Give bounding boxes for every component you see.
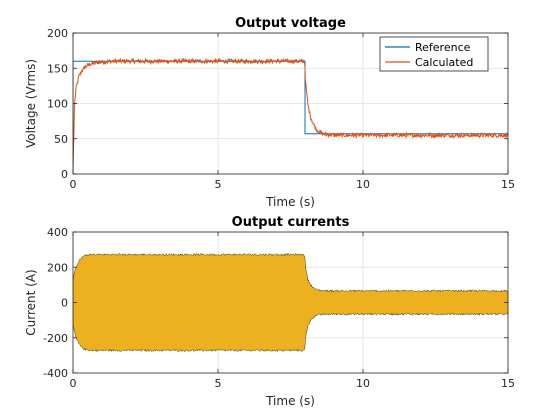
current-panel: 0 5 10 15 -400 -200 0 200 400 Output currents Time…: [24, 215, 515, 408]
x-tick-label: 15: [501, 178, 515, 191]
legend-label: Calculated: [415, 56, 473, 69]
x-tick-label: 5: [215, 178, 222, 191]
y-tick-label: 200: [47, 27, 68, 40]
x-axis-label: Time (s): [265, 195, 315, 209]
x-tick-label: 0: [70, 178, 77, 191]
y-tick-label: 400: [47, 226, 68, 239]
legend-box: [379, 36, 489, 72]
y-tick-label: 0: [61, 168, 68, 181]
x-tick-label: 10: [356, 178, 370, 191]
y-tick-label: -200: [43, 332, 68, 345]
y-axis-label: Voltage (Vrms): [24, 59, 38, 148]
x-tick-label: 15: [501, 377, 515, 390]
x-tick-label: 5: [215, 377, 222, 390]
plot-content: [73, 252, 508, 353]
chart-title: Output voltage: [235, 16, 346, 31]
y-tick-label: 200: [47, 261, 68, 274]
x-tick-label: 10: [356, 377, 370, 390]
y-tick-label: 150: [47, 62, 68, 75]
legend-label: Reference: [415, 41, 471, 54]
current-band: [73, 252, 508, 353]
y-axis-label: Current (A): [24, 269, 38, 335]
y-tick-label: 0: [61, 297, 68, 310]
x-tick-label: 0: [70, 377, 77, 390]
y-tick-label: 100: [47, 98, 68, 111]
series-line-calculated: [73, 57, 508, 174]
chart-title: Output currents: [232, 215, 350, 230]
legend: Reference Calculated: [379, 36, 489, 72]
y-tick-label: -400: [43, 367, 68, 380]
x-axis-label: Time (s): [265, 394, 315, 408]
y-tick-label: 50: [54, 133, 68, 146]
